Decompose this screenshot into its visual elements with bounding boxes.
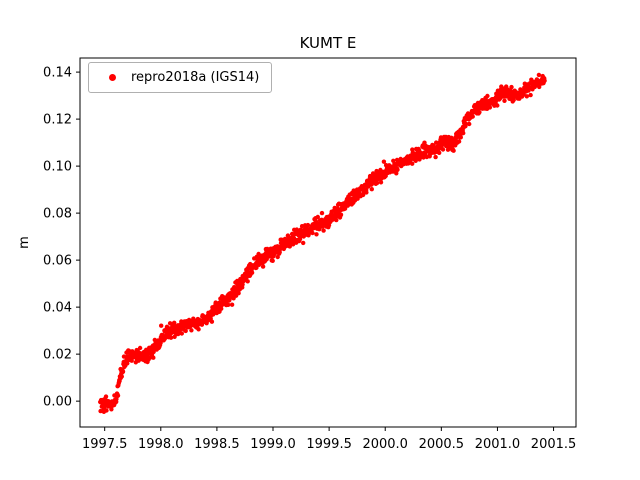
y-tick-label: 0.06: [43, 254, 72, 269]
y-tick-label: 0.08: [43, 207, 72, 222]
y-tick-label: 0.02: [43, 348, 72, 363]
x-tick-label: 2000.0: [362, 437, 408, 452]
chart-title: KUMT E: [299, 34, 357, 52]
x-tick-label: 1999.0: [250, 437, 296, 452]
x-tick-label: 2001.0: [475, 437, 521, 452]
legend-marker-icon: [108, 74, 116, 81]
y-tick-label: 0.04: [43, 301, 72, 316]
legend-label: repro2018a (IGS14): [131, 70, 260, 85]
x-tick-label: 1998.5: [194, 437, 240, 452]
axes-frame: [79, 57, 577, 428]
x-tick-label: 1997.5: [82, 437, 128, 452]
y-tick-label: 0.00: [43, 395, 72, 410]
legend: repro2018a (IGS14): [88, 62, 273, 93]
x-tick-label: 2000.5: [419, 437, 465, 452]
x-tick-label: 1998.0: [138, 437, 184, 452]
y-tick-label: 0.14: [43, 66, 72, 81]
x-tick-label: 1999.5: [306, 437, 352, 452]
y-tick-label: 0.12: [43, 113, 72, 128]
scatter-points: [98, 72, 547, 414]
x-tick-label: 2001.5: [531, 437, 577, 452]
y-tick-label: 0.10: [43, 160, 72, 175]
legend-handle: [99, 74, 125, 81]
